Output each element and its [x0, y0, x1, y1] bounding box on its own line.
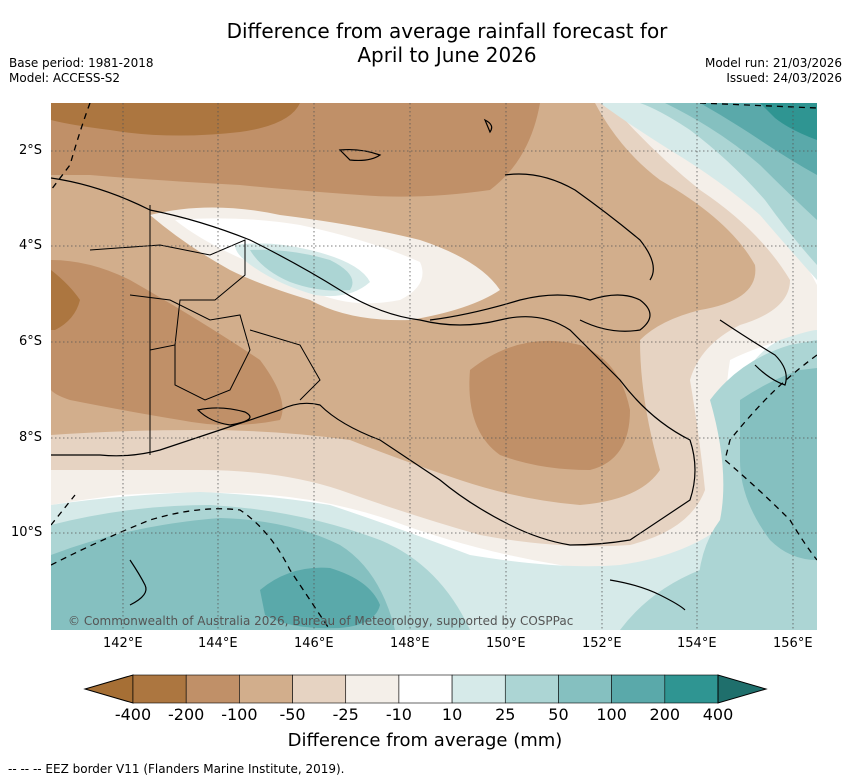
colorbar-swatch [611, 674, 666, 704]
colorbar-tick-label: 50 [548, 705, 569, 724]
lat-label-8s: 8°S [19, 430, 43, 445]
lon-label-152e: 152°E [582, 636, 622, 651]
meta-left: Base period: 1981-2018 Model: ACCESS-S2 [9, 56, 154, 86]
lon-label-154e: 154°E [677, 636, 717, 651]
colorbar-swatch [185, 674, 240, 704]
colorbar-swatch [292, 674, 347, 704]
colorbar-title: Difference from average (mm) [287, 730, 563, 751]
lon-label-148e: 148°E [390, 636, 430, 651]
lon-label-150e: 150°E [486, 636, 526, 651]
model-name: Model: ACCESS-S2 [9, 71, 121, 85]
colorbar-swatch [132, 674, 187, 704]
copyright-notice: © Commonwealth of Australia 2026, Bureau… [68, 614, 574, 628]
colorbar-tick-label: -100 [221, 705, 258, 724]
lon-label-146e: 146°E [294, 636, 334, 651]
lon-label-142e: 142°E [103, 636, 143, 651]
colorbar-swatch [451, 674, 506, 704]
lat-label-4s: 4°S [19, 238, 43, 253]
colorbar-tick-label: 200 [649, 705, 681, 724]
title-line-1: Difference from average rainfall forecas… [226, 19, 668, 43]
coastlines [51, 118, 787, 611]
colorbar-extend-high [717, 674, 768, 704]
eez-legend: -- -- -- EEZ border V11 (Flanders Marine… [8, 762, 345, 776]
base-period: Base period: 1981-2018 [9, 56, 154, 70]
colorbar-tick-label: 400 [702, 705, 734, 724]
title-line-2: April to June 2026 [357, 43, 537, 67]
lat-label-6s: 6°S [19, 334, 43, 349]
lat-label-10s: 10°S [11, 525, 43, 540]
colorbar-tick-label: -50 [279, 705, 306, 724]
lat-label-2s: 2°S [19, 143, 43, 158]
colorbar-swatch [239, 674, 293, 704]
colorbar [83, 674, 768, 704]
colorbar-swatch [558, 674, 612, 704]
colorbar-tick-label: -25 [332, 705, 359, 724]
chart-title: Difference from average rainfall forecas… [0, 19, 850, 67]
colorbar-swatch [664, 674, 719, 704]
colorbar-tick-label: -400 [114, 705, 152, 724]
eez-borders [51, 103, 817, 630]
colorbar-extend-low [83, 674, 134, 704]
colorbar-swatch [398, 674, 453, 704]
borders [89, 205, 321, 455]
model-run: Model run: 21/03/2026 [704, 56, 842, 70]
map-field [51, 103, 817, 630]
colorbar-tick-label: -10 [385, 705, 412, 724]
issued-date: Issued: 24/03/2026 [726, 71, 842, 85]
colorbar-tick-label: 100 [596, 705, 627, 724]
meta-right: Model run: 21/03/2026 Issued: 24/03/2026 [705, 56, 842, 86]
colorbar-swatch [345, 674, 400, 704]
colorbar-swatch [504, 674, 559, 704]
lon-label-156e: 156°E [773, 636, 813, 651]
colorbar-tick-label: 25 [495, 705, 516, 724]
colorbar-tick-label: 10 [441, 705, 463, 724]
lon-label-144e: 144°E [198, 636, 238, 651]
colorbar-tick-label: -200 [168, 705, 205, 724]
